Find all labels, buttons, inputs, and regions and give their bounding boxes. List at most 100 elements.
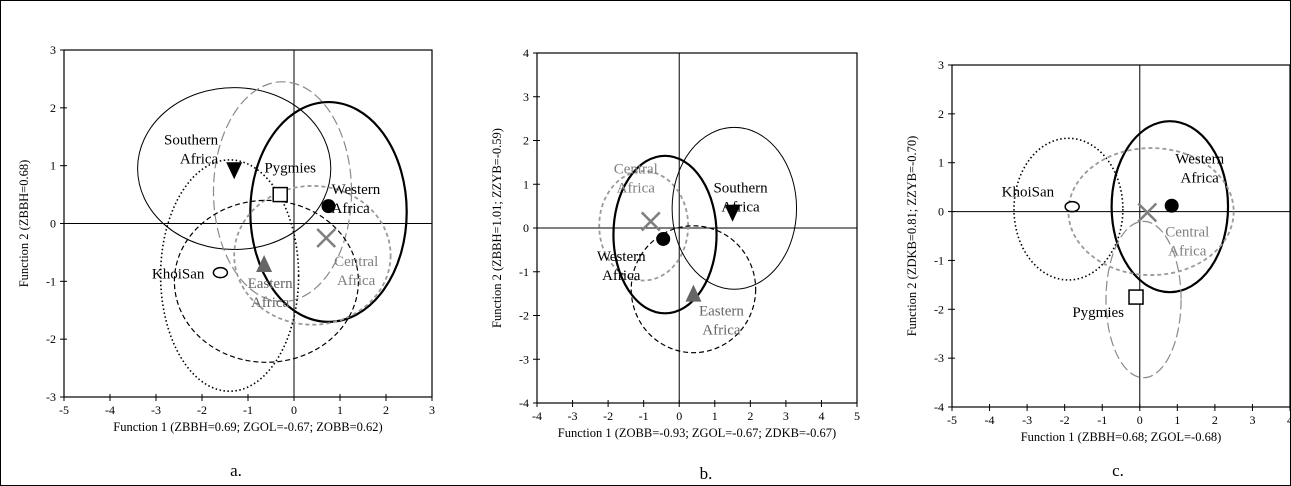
chart-a-x-tick-label: -3 xyxy=(151,403,161,417)
chart-c-ellipse-western-africa xyxy=(1110,120,1230,294)
chart-c-label-western-africa: Western Africa xyxy=(1175,152,1224,187)
chart-c-point-western-africa xyxy=(1164,198,1179,213)
chart-b-label-central-africa: Central Africa xyxy=(614,161,658,196)
chart-c-x-tick-label: -3 xyxy=(1022,413,1032,427)
chart-b-x-tick-label: -1 xyxy=(639,409,649,423)
chart-b-x-tick-label: -3 xyxy=(568,409,578,423)
chart-b-x-tick-label: 4 xyxy=(818,409,824,423)
chart-a-point-western-africa xyxy=(321,199,336,214)
chart-b-y-tick-label: 1 xyxy=(523,177,529,191)
chart-a-point-pygmies xyxy=(272,186,288,203)
chart-c-point-central-africa xyxy=(1137,202,1158,223)
chart-b-ellipse-eastern-africa xyxy=(630,225,757,354)
chart-b-ellipse-western-africa xyxy=(612,154,718,315)
chart-c-ellipses xyxy=(1013,120,1235,379)
chart-b-label-southern-africa: Southern Africa xyxy=(713,181,768,216)
chart-c-y-tick-label: -2 xyxy=(934,302,944,316)
chart-c-x-tick-label: -5 xyxy=(947,413,957,427)
chart-a-point-central-africa xyxy=(316,228,337,248)
chart-b-x-axis-label: Function 1 (ZOBB=-0.93; ZGOL=-0.67; ZDKB… xyxy=(558,426,836,440)
chart-a-label-central-africa: Central Africa xyxy=(334,254,378,289)
chart-b-x-tick-label: 1 xyxy=(712,409,718,423)
chart-a-point-khoisan xyxy=(212,266,229,279)
chart-a-y-tick-label: 3 xyxy=(50,43,56,57)
chart-b-point-eastern-africa xyxy=(685,284,702,302)
chart-b-y-tick-label: 3 xyxy=(523,90,529,104)
chart-a-x-tick-label: 3 xyxy=(429,403,435,417)
chart-c-y-tick-label: 0 xyxy=(938,205,944,219)
chart-a-x-tick-label: -1 xyxy=(243,403,253,417)
chart-a-x-tick-label: 1 xyxy=(337,403,343,417)
chart-b-y-tick-label: 2 xyxy=(523,134,529,148)
chart-a-ellipse-western-africa xyxy=(249,100,408,323)
chart-c-y-tick-label: 2 xyxy=(938,107,944,121)
chart-c-panel-label: c. xyxy=(1112,461,1124,480)
chart-a-label-western-africa: Western Africa xyxy=(332,182,381,217)
chart-a-ellipse-southern-africa xyxy=(137,87,332,251)
chart-b-y-tick-label: -4 xyxy=(519,396,529,410)
chart-a-point-eastern-africa xyxy=(256,254,273,272)
chart-c-y-tick-label: 1 xyxy=(938,156,944,170)
chart-b-x-tick-label: -4 xyxy=(532,409,542,423)
chart-b-y-tick-label: -1 xyxy=(519,265,529,279)
chart-a-label-southern-africa: Southern Africa xyxy=(164,132,219,167)
chart-a-ellipse-eastern-africa xyxy=(173,199,359,363)
chart-a-x-tick-label: -5 xyxy=(59,403,69,417)
chart-c-y-tick-label: -4 xyxy=(934,400,944,414)
chart-c-y-axis-label: Function 2 (ZDKB=0.81; ZZYB=-0.70) xyxy=(905,136,919,337)
chart-a-panel-label: a. xyxy=(230,461,242,480)
chart-c-x-tick-label: -4 xyxy=(985,413,995,427)
chart-c-x-tick-label: -1 xyxy=(1097,413,1107,427)
chart-c-label-khoisan: KhoiSan xyxy=(1002,185,1055,201)
chart-c-point-pygmies xyxy=(1128,289,1144,305)
chart-a-label-eastern-africa: Eastern Africa xyxy=(248,276,293,311)
chart-b-point-southern-africa xyxy=(724,204,741,222)
chart-b-x-tick-label: 5 xyxy=(854,409,860,423)
chart-b-label-western-africa: Western Africa xyxy=(597,249,646,284)
chart-a-y-tick-label: 2 xyxy=(50,101,56,115)
chart-b-y-tick-label: -3 xyxy=(519,352,529,366)
chart-a: -5 -4 -3 -2 -1 0 1 2 3 3 2 1 0 -1 -2 -3 Function 1 (ZBBH… xyxy=(17,43,435,480)
chart-c-x-tick-label: 0 xyxy=(1137,413,1143,427)
chart-a-y-tick-label: 1 xyxy=(50,159,56,173)
chart-b-x-tick-label: 3 xyxy=(783,409,789,423)
chart-b-y-tick-label: -2 xyxy=(519,309,529,323)
chart-a-y-tick-label: -3 xyxy=(46,390,56,404)
chart-c-plot-frame xyxy=(951,64,1291,408)
chart-c-ellipse-pygmies xyxy=(1105,220,1182,379)
chart-c-y-tick-label: -1 xyxy=(934,253,944,267)
chart-b-panel-label: b. xyxy=(700,464,713,483)
chart-c-x-tick-label: 2 xyxy=(1212,413,1218,427)
chart-c-label-central-africa: Central Africa xyxy=(1165,225,1209,260)
chart-b-label-eastern-africa: Eastern Africa xyxy=(699,304,744,339)
chart-a-y-tick-label: 0 xyxy=(50,217,56,231)
chart-b-y-tick-label: 4 xyxy=(523,46,529,60)
chart-b-y-axis-label: Function 2 (ZBBH=1.01; ZZYB=-0.59) xyxy=(490,128,504,328)
chart-c-label-pygmies: Pygmies xyxy=(1072,305,1124,321)
chart-b-x-tick-label: 2 xyxy=(747,409,753,423)
chart-b-x-tick-label: -2 xyxy=(603,409,613,423)
chart-c-x-tick-label: 4 xyxy=(1287,413,1291,427)
chart-b-ellipses xyxy=(598,126,798,354)
chart-c-x-axis-label: Function 1 (ZBBH=0.68; ZGOL=-0.68) xyxy=(1021,430,1222,444)
chart-a-y-axis-label: Function 2 (ZBBH=0.68) xyxy=(17,160,31,288)
chart-a-x-axis-label: Function 1 (ZBBH=0.69; ZGOL=-0.67; ZOBB=… xyxy=(113,420,382,434)
chart-b-x-tick-label: 0 xyxy=(676,409,682,423)
chart-a-label-khoisan: KhoiSan xyxy=(152,267,205,283)
chart-a-y-tick-label: -1 xyxy=(46,274,56,288)
chart-b-point-western-africa xyxy=(656,231,671,246)
chart-b-ellipse-southern-africa xyxy=(671,126,798,290)
chart-c-x-tick-label: 3 xyxy=(1249,413,1255,427)
chart-b: -4 -3 -2 -1 0 1 2 3 4 5 4 3 2 1 0 -1 -2 -3 -4 Function 1 (Z… xyxy=(490,46,860,483)
chart-a-x-tick-label: 0 xyxy=(291,403,297,417)
chart-a-label-pygmies: Pygmies xyxy=(264,161,316,177)
chart-b-y-tick-label: 0 xyxy=(523,221,529,235)
chart-a-ellipses xyxy=(137,81,408,393)
chart-c-ellipse-central-africa xyxy=(1067,147,1235,276)
chart-c-ellipse-khoisan xyxy=(1013,137,1124,281)
chart-b-point-central-africa xyxy=(640,211,661,232)
chart-a-x-tick-label: -4 xyxy=(105,403,115,417)
